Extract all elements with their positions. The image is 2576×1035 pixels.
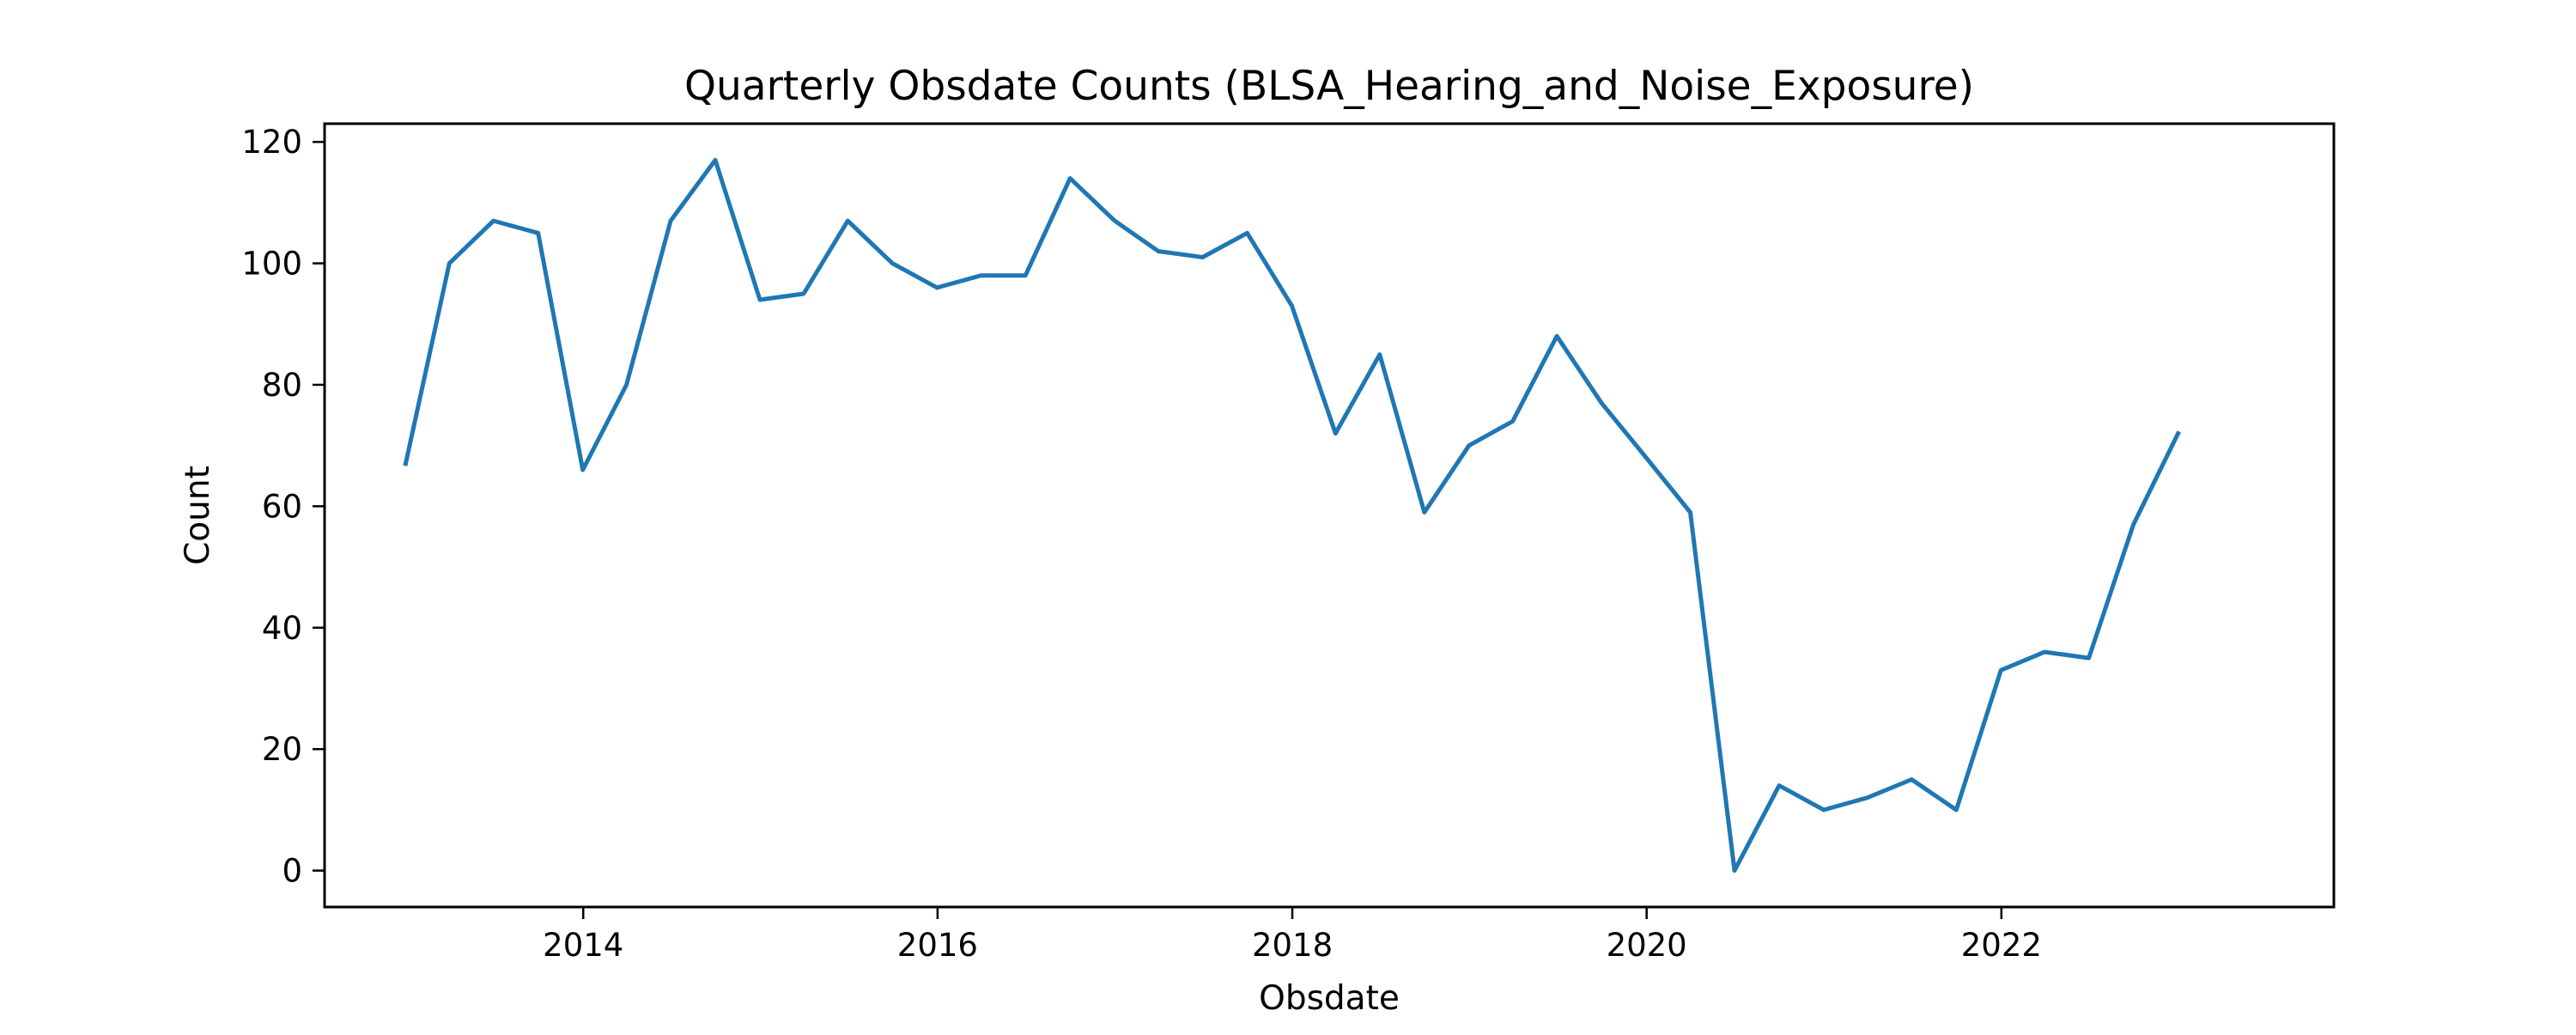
x-tick-label: 2018 xyxy=(1252,927,1333,964)
y-axis: 0 20 40 60 80 100 120 xyxy=(241,124,325,890)
x-tick-label: 2020 xyxy=(1607,927,1687,964)
y-tick-label: 60 xyxy=(262,488,302,525)
x-tick-label: 2022 xyxy=(1961,927,2042,964)
y-tick-label: 80 xyxy=(262,367,302,404)
plot-frame xyxy=(323,122,2336,909)
x-tick-label: 2016 xyxy=(897,927,978,964)
x-axis-label: Obsdate xyxy=(1259,979,1400,1018)
y-tick-label: 0 xyxy=(282,853,302,890)
y-tick-label: 120 xyxy=(241,124,302,161)
y-axis-label: Count xyxy=(179,466,217,565)
series-line-0 xyxy=(403,157,2181,874)
y-tick-label: 100 xyxy=(241,246,302,283)
x-axis: 2014 2016 2018 2020 2022 xyxy=(543,907,2042,964)
y-tick-label: 20 xyxy=(262,731,302,768)
chart-title: Quarterly Obsdate Counts (BLSA_Hearing_a… xyxy=(684,63,1974,110)
plot-area xyxy=(403,157,2181,874)
x-tick-label: 2014 xyxy=(543,927,623,964)
y-tick-label: 40 xyxy=(262,610,302,647)
